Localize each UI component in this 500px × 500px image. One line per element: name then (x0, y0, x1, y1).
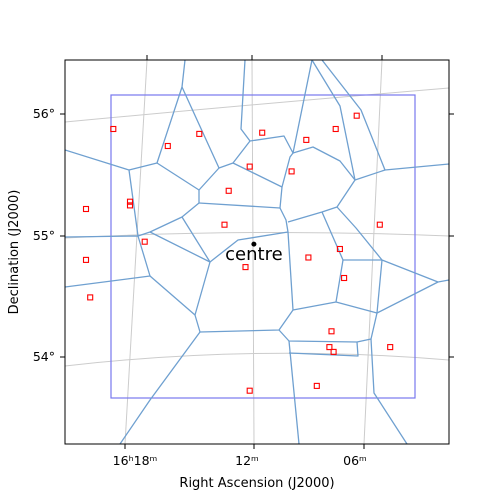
y-axis-label: Declination (J2000) (7, 190, 22, 315)
voronoi-edge (288, 341, 359, 357)
data-point (242, 264, 249, 271)
voronoi-edge (354, 169, 386, 181)
voronoi-edge (65, 235, 151, 288)
voronoi-edge (181, 216, 211, 263)
voronoi-edge (287, 146, 356, 223)
data-point (387, 344, 394, 351)
voronoi-edge (240, 60, 251, 142)
data-point (332, 125, 339, 133)
data-point (82, 205, 90, 213)
grid-line-ra-12 (251, 60, 255, 444)
grid-line-dec-56 (65, 87, 449, 123)
data-point (246, 387, 253, 394)
voronoi-edge (119, 331, 201, 444)
data-point (336, 245, 343, 253)
voronoi-edge (278, 312, 378, 343)
voronoi-edge (181, 60, 313, 169)
y-tick-label: 55° (33, 228, 55, 243)
voronoi-edge (149, 207, 289, 263)
voronoi-edge (336, 206, 449, 283)
x-tick-label: 16ʰ18ᵐ (113, 453, 158, 468)
data-point (303, 136, 310, 143)
voronoi-edge (376, 281, 439, 314)
voronoi-edge (128, 169, 200, 237)
y-tick-label: 54° (33, 349, 55, 364)
data-point (288, 168, 295, 175)
voronoi-edge (370, 338, 408, 444)
voronoi-edge (149, 261, 211, 316)
tick-marks (60, 55, 454, 449)
voronoi-edge (194, 309, 294, 333)
voronoi-edge (232, 162, 283, 188)
voronoi-edge (311, 60, 356, 181)
data-point (126, 202, 134, 209)
data-point (341, 274, 348, 282)
data-point (225, 187, 232, 194)
voronoi-edge (287, 231, 337, 311)
data-point (313, 382, 320, 389)
voronoi-edge (288, 340, 300, 444)
x-tick-label: 12ᵐ (235, 453, 259, 468)
data-point (376, 221, 383, 228)
plot-frame (64, 59, 450, 445)
points-layer (82, 112, 394, 394)
grid-line-dec-54 (65, 352, 449, 367)
centre-marker (251, 241, 257, 247)
data-point (141, 238, 148, 245)
voronoi-edge (198, 152, 294, 209)
data-point (305, 254, 312, 261)
y-tick-label: 56° (33, 106, 55, 121)
data-point (164, 142, 171, 150)
data-point (196, 130, 203, 137)
footprint-box (110, 94, 416, 399)
data-point (328, 328, 335, 335)
data-point (87, 294, 94, 301)
centre-label: centre (225, 244, 283, 265)
voronoi-edge (321, 60, 449, 171)
data-point (126, 198, 134, 205)
voronoi-edge (156, 162, 220, 191)
data-point (246, 163, 253, 170)
data-point (82, 256, 90, 263)
data-point (326, 344, 333, 351)
x-axis-label: Right Ascension (J2000) (179, 476, 334, 491)
x-tick-label: 06ᵐ (343, 453, 367, 468)
data-point (353, 112, 360, 119)
data-point (110, 125, 117, 133)
data-point (259, 129, 266, 136)
voronoi-edge (335, 259, 383, 314)
data-point (330, 348, 337, 355)
grid-line-ra-18 (124, 60, 148, 444)
data-point (221, 221, 228, 228)
grid-line-ra-06 (363, 60, 383, 444)
voronoi-edges (65, 60, 449, 444)
voronoi-edge (65, 60, 186, 171)
